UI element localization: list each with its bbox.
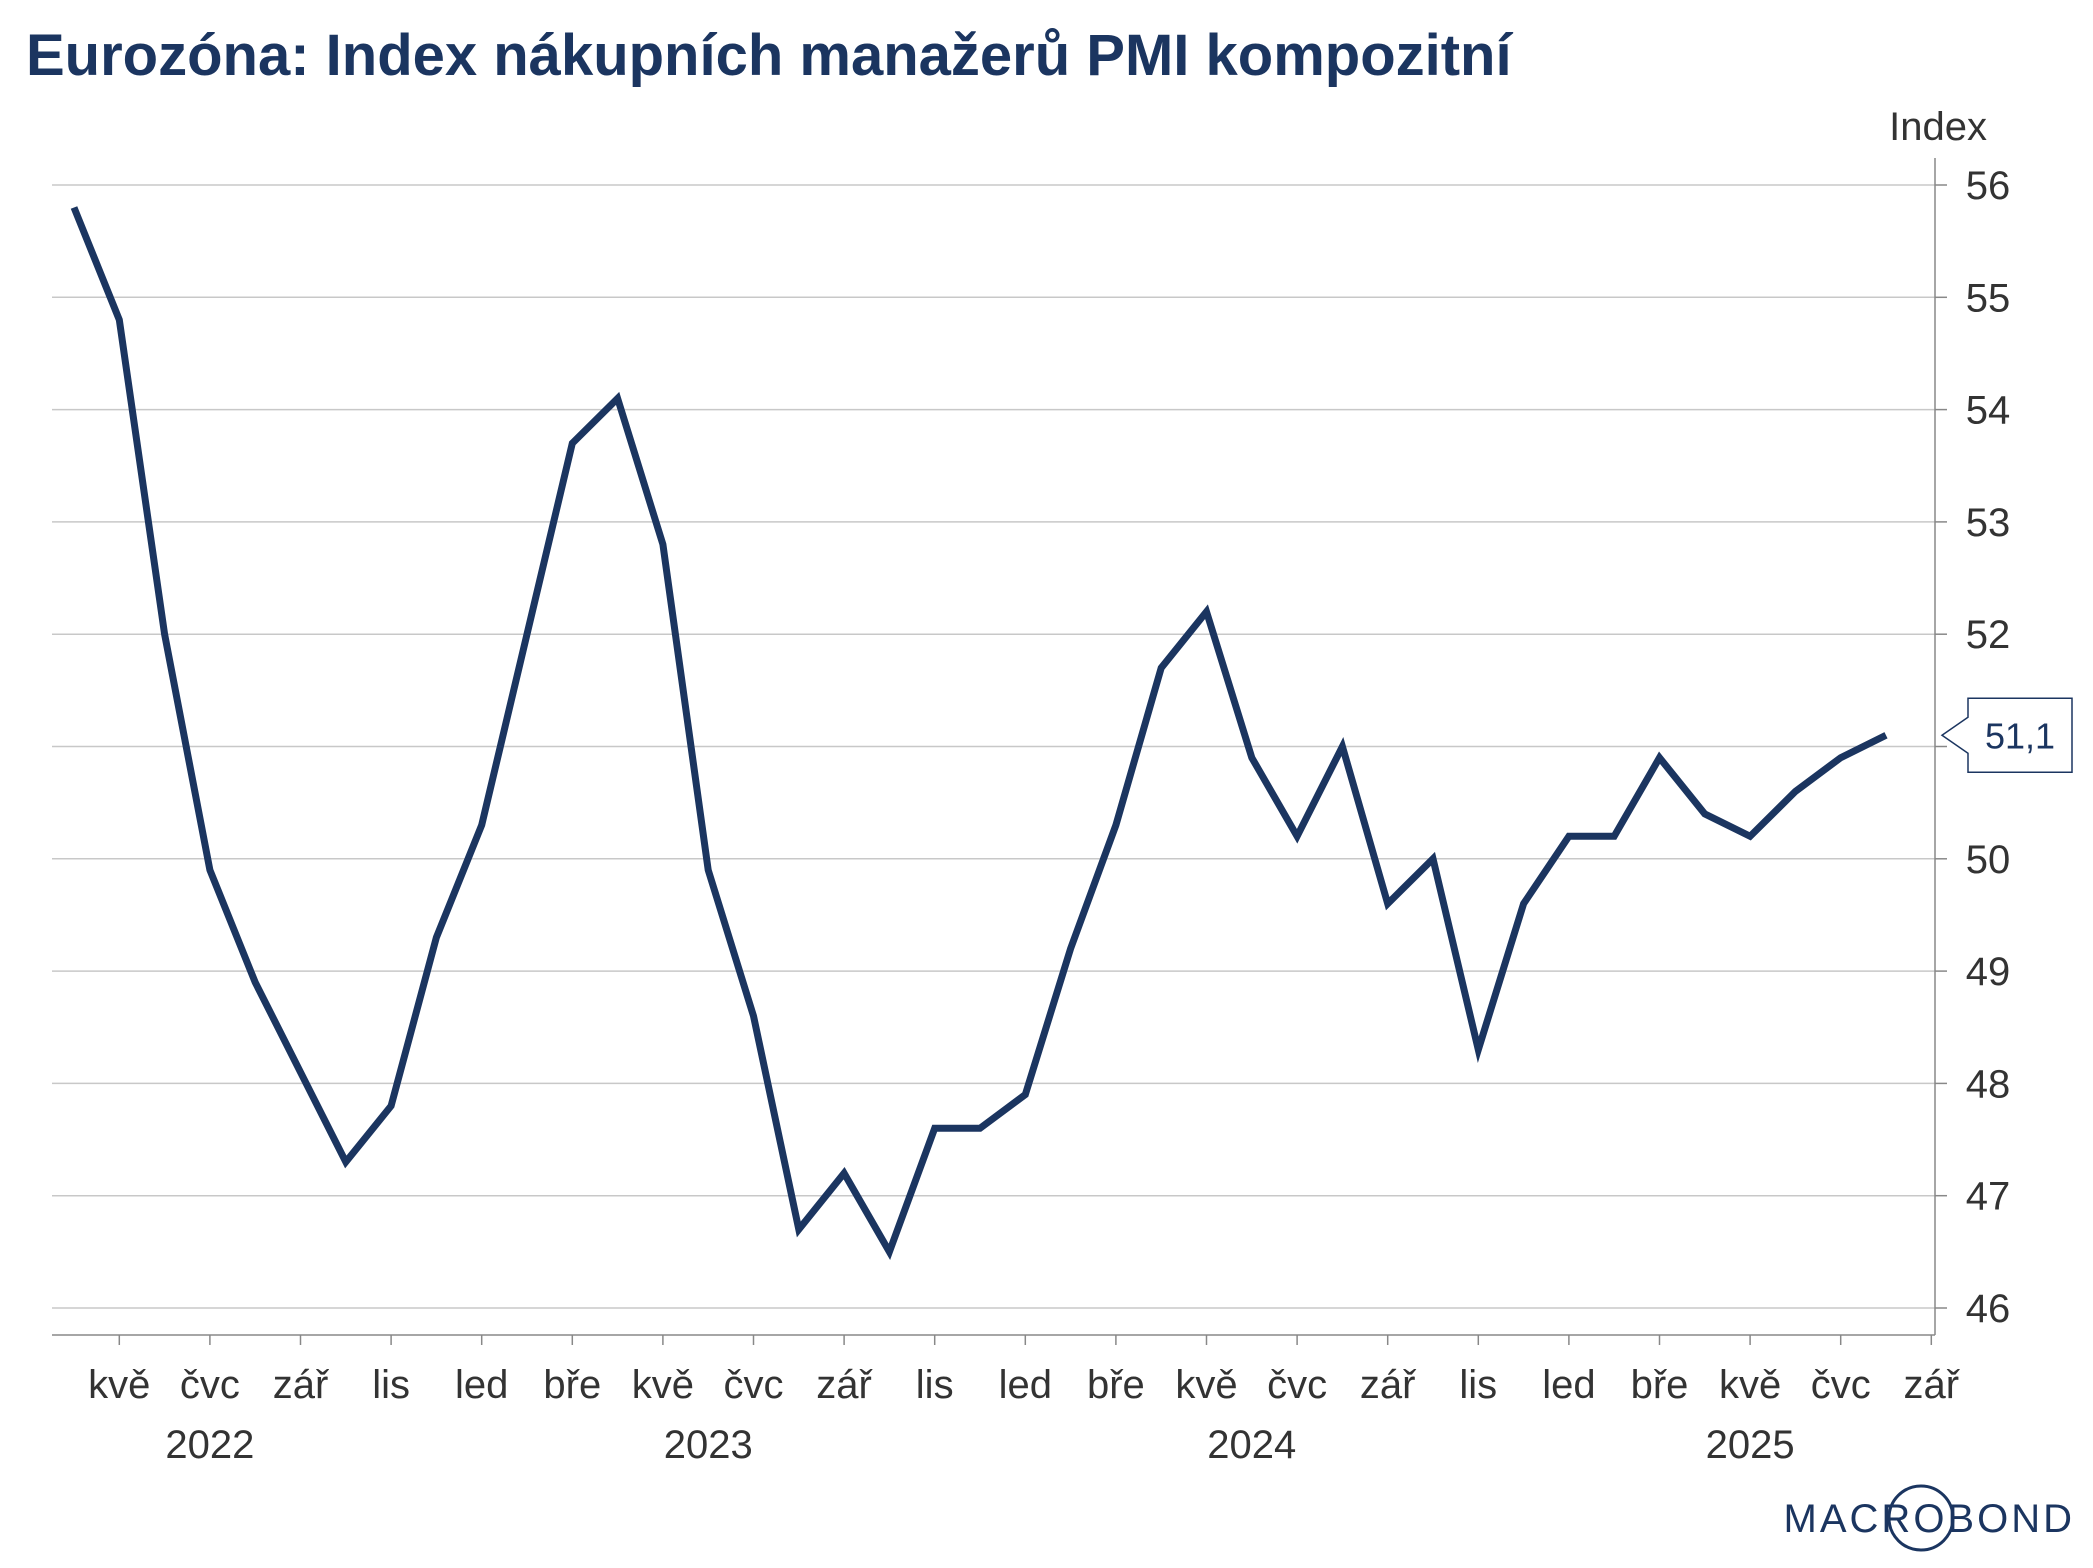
brand-text: MACROBOND <box>1784 1497 2075 1541</box>
chart-title: Eurozóna: Index nákupních manažerů PMI k… <box>26 23 1512 88</box>
x-tick-label: lis <box>916 1363 954 1407</box>
grid-lines <box>52 184 1935 1309</box>
year-label: 2023 <box>664 1423 753 1467</box>
x-tick-label: čvc <box>180 1363 240 1407</box>
x-tick-label: led <box>455 1363 508 1407</box>
series-line <box>70 206 1888 1261</box>
y-tick-label: 47 <box>1966 1175 2011 1219</box>
x-tick-label: led <box>999 1363 1052 1407</box>
y-tick-labels: 4647484950515253545556 <box>1966 164 2011 1331</box>
year-label: 2024 <box>1207 1423 1296 1467</box>
y-axis-label: Index <box>1889 105 1987 149</box>
y-tick-label: 46 <box>1966 1287 2011 1331</box>
x-tick-label: led <box>1542 1363 1595 1407</box>
x-tick-label: lis <box>1459 1363 1497 1407</box>
x-tick-label: čvc <box>724 1363 784 1407</box>
x-tick-label: bře <box>1087 1363 1145 1407</box>
y-tick-label: 54 <box>1966 389 2011 433</box>
brand-ring-icon <box>1887 1484 1955 1552</box>
year-label: 2025 <box>1706 1423 1795 1467</box>
year-label: 2022 <box>165 1423 254 1467</box>
x-tick-label: kvě <box>1719 1363 1781 1407</box>
y-tick-label: 50 <box>1966 838 2011 882</box>
last-value-callout: 51,1 <box>1940 697 2073 774</box>
x-tick-label: kvě <box>88 1363 150 1407</box>
y-tick-label: 49 <box>1966 950 2011 994</box>
x-tick-label: kvě <box>632 1363 694 1407</box>
x-tick-label: zář <box>273 1363 330 1407</box>
x-tick-label: čvc <box>1811 1363 1871 1407</box>
x-tick-label: bře <box>1631 1363 1689 1407</box>
x-tick-label: čvc <box>1267 1363 1327 1407</box>
x-tick-label: zář <box>1904 1363 1961 1407</box>
y-tick-label: 48 <box>1966 1062 2011 1106</box>
y-tick-label: 56 <box>1966 164 2011 208</box>
y-tick-label: 53 <box>1966 501 2011 545</box>
x-tick-label: zář <box>1360 1363 1417 1407</box>
x-tick-label: zář <box>816 1363 873 1407</box>
series <box>70 206 1888 1261</box>
callout-box <box>1940 697 2073 774</box>
brand-logo: MACROBOND <box>1784 1484 2075 1552</box>
x-tick-label: lis <box>372 1363 410 1407</box>
last-value-label: 51,1 <box>1985 715 2055 756</box>
y-tick-label: 52 <box>1966 613 2011 657</box>
y-tick-label: 55 <box>1966 276 2011 320</box>
x-tick-label: bře <box>543 1363 601 1407</box>
x-tick-label: kvě <box>1175 1363 1237 1407</box>
axes <box>52 158 1947 1345</box>
x-tick-labels: kvě čvc zář lis led bře kvě čvc zář lis led bře kvě č… <box>88 1363 1961 1467</box>
